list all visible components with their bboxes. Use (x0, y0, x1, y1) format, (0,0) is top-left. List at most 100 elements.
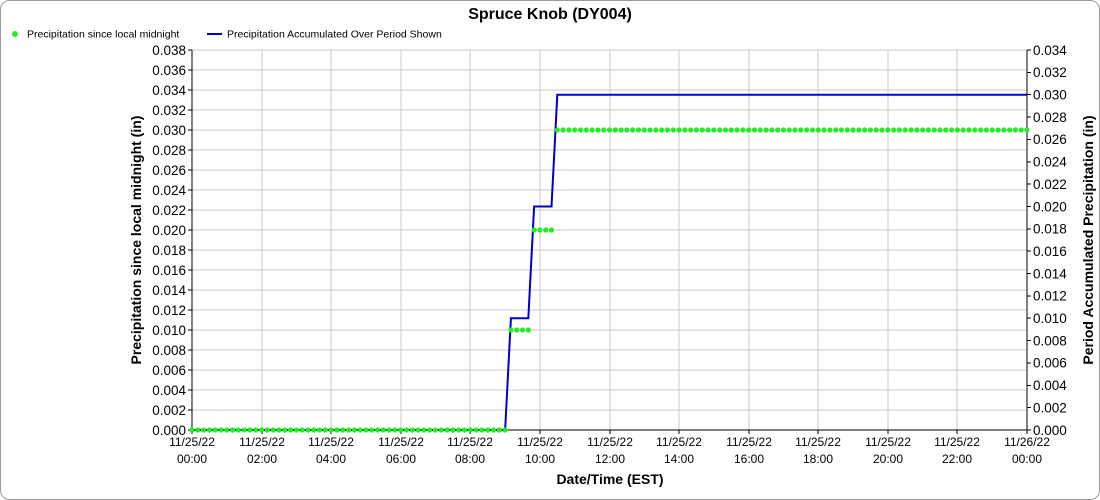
data-point-precipitation-since-local-midnight (920, 127, 926, 133)
data-point-precipitation-since-local-midnight (572, 127, 578, 133)
data-point-precipitation-since-local-midnight (258, 427, 265, 433)
x-tick-time: 20:00 (873, 452, 903, 466)
data-point-precipitation-since-local-midnight (954, 127, 961, 133)
y-tick-label-left: 0.020 (152, 223, 186, 238)
data-point-precipitation-since-local-midnight (201, 427, 207, 433)
data-point-precipitation-since-local-midnight (543, 227, 549, 233)
x-tick-date: 11/25/22 (239, 435, 285, 449)
data-point-precipitation-since-local-midnight (374, 427, 381, 433)
data-point-precipitation-since-local-midnight (554, 127, 560, 133)
x-tick-label: 11/25/22 00:00 (169, 435, 215, 466)
data-point-precipitation-since-local-midnight (479, 427, 485, 433)
data-point-precipitation-since-local-midnight (485, 427, 491, 433)
x-tick-date: 11/25/22 (447, 435, 493, 449)
data-point-precipitation-since-local-midnight (224, 427, 230, 433)
data-point-precipitation-since-local-midnight (363, 427, 369, 433)
data-point-precipitation-since-local-midnight (908, 127, 914, 133)
x-tick-time: 12:00 (595, 452, 625, 466)
x-tick-label: 11/25/22 10:00 (517, 435, 563, 466)
data-point-precipitation-since-local-midnight (235, 427, 241, 433)
data-point-precipitation-since-local-midnight (937, 127, 943, 133)
data-point-precipitation-since-local-midnight (786, 127, 792, 133)
data-point-precipitation-since-local-midnight (456, 427, 462, 433)
data-point-precipitation-since-local-midnight (334, 427, 340, 433)
x-tick-label: 11/25/22 18:00 (795, 435, 841, 466)
x-tick-time: 14:00 (664, 452, 694, 466)
data-point-precipitation-since-local-midnight (311, 427, 317, 433)
data-point-precipitation-since-local-midnight (305, 427, 311, 433)
data-point-precipitation-since-local-midnight (398, 427, 404, 433)
y-axis-right-title: Period Accumulated Precipitation (in) (1080, 115, 1096, 364)
data-point-precipitation-since-local-midnight (1018, 127, 1024, 133)
y-tick-label-left: 0.034 (152, 83, 186, 98)
data-point-precipitation-since-local-midnight (792, 127, 798, 133)
data-point-precipitation-since-local-midnight (322, 427, 328, 433)
data-point-precipitation-since-local-midnight (595, 127, 601, 133)
x-tick-time: 10:00 (525, 452, 555, 466)
data-point-precipitation-since-local-midnight (1001, 127, 1007, 133)
data-point-precipitation-since-local-midnight (972, 127, 978, 133)
y-tick-label-left: 0.008 (152, 343, 186, 358)
y-tick-label-left: 0.000 (152, 423, 186, 438)
data-point-precipitation-since-local-midnight (380, 427, 386, 433)
data-point-precipitation-since-local-midnight (734, 127, 740, 133)
data-point-precipitation-since-local-midnight (635, 127, 642, 133)
data-point-precipitation-since-local-midnight (403, 427, 410, 433)
data-point-precipitation-since-local-midnight (218, 427, 224, 433)
data-point-precipitation-since-local-midnight (299, 427, 305, 433)
data-point-precipitation-since-local-midnight (699, 127, 705, 133)
y-tick-label-left: 0.002 (152, 403, 186, 418)
data-point-precipitation-since-local-midnight (537, 227, 543, 233)
x-tick-date: 11/25/22 (726, 435, 772, 449)
data-point-precipitation-since-local-midnight (206, 427, 212, 433)
y-tick-label-left: 0.004 (152, 383, 186, 398)
x-tick-label: 11/25/22 16:00 (726, 435, 772, 466)
data-point-precipitation-since-local-midnight (606, 127, 613, 133)
data-point-precipitation-since-local-midnight (821, 127, 827, 133)
data-point-precipitation-since-local-midnight (833, 127, 839, 133)
y-tick-label-right: 0.026 (1033, 132, 1067, 147)
data-point-precipitation-since-local-midnight (809, 127, 816, 133)
x-tick-label: 11/25/22 08:00 (447, 435, 493, 466)
y-tick-label-right: 0.018 (1033, 222, 1067, 237)
data-point-precipitation-since-local-midnight (461, 427, 468, 433)
y-tick-label-left: 0.036 (152, 63, 186, 78)
data-point-precipitation-since-local-midnight (798, 127, 804, 133)
data-point-precipitation-since-local-midnight (421, 427, 427, 433)
data-point-precipitation-since-local-midnight (386, 427, 392, 433)
data-point-precipitation-since-local-midnight (896, 127, 903, 133)
x-tick-date: 11/26/22 (1004, 435, 1050, 449)
data-point-precipitation-since-local-midnight (966, 127, 972, 133)
data-point-precipitation-since-local-midnight (1007, 127, 1013, 133)
y-tick-label-left: 0.038 (152, 43, 186, 58)
tick-labels: 0.000 0.002 0.004 0.006 0.008 0.010 0.012 0.014… (152, 43, 1067, 466)
data-point-precipitation-since-local-midnight (508, 327, 514, 333)
y-tick-label-right: 0.014 (1033, 266, 1067, 281)
x-tick-date: 11/25/22 (169, 435, 215, 449)
data-point-precipitation-since-local-midnight (583, 127, 589, 133)
data-point-precipitation-since-local-midnight (775, 127, 781, 133)
data-point-precipitation-since-local-midnight (867, 127, 874, 133)
x-tick-time: 08:00 (455, 452, 485, 466)
data-point-precipitation-since-local-midnight (577, 127, 584, 133)
data-point-precipitation-since-local-midnight (328, 427, 334, 433)
data-point-precipitation-since-local-midnight (560, 127, 566, 133)
y-axis-left-title: Precipitation since local midnight (in) (128, 116, 144, 365)
x-tick-label: 11/25/22 06:00 (378, 435, 424, 466)
data-point-precipitation-since-local-midnight (740, 127, 746, 133)
data-point-precipitation-since-local-midnight (763, 127, 769, 133)
y-tick-label-left: 0.028 (152, 143, 186, 158)
y-tick-label-left: 0.014 (152, 283, 186, 298)
data-point-precipitation-since-local-midnight (624, 127, 630, 133)
data-point-precipitation-since-local-midnight (804, 127, 810, 133)
data-point-precipitation-since-local-midnight (548, 227, 555, 233)
data-point-precipitation-since-local-midnight (856, 127, 862, 133)
data-point-precipitation-since-local-midnight (514, 327, 520, 333)
y-tick-label-right: 0.008 (1033, 333, 1067, 348)
data-point-precipitation-since-local-midnight (438, 427, 444, 433)
data-point-precipitation-since-local-midnight (189, 427, 195, 433)
x-tick-date: 11/25/22 (308, 435, 354, 449)
data-point-precipitation-since-local-midnight (531, 227, 537, 233)
x-tick-time: 18:00 (803, 452, 833, 466)
